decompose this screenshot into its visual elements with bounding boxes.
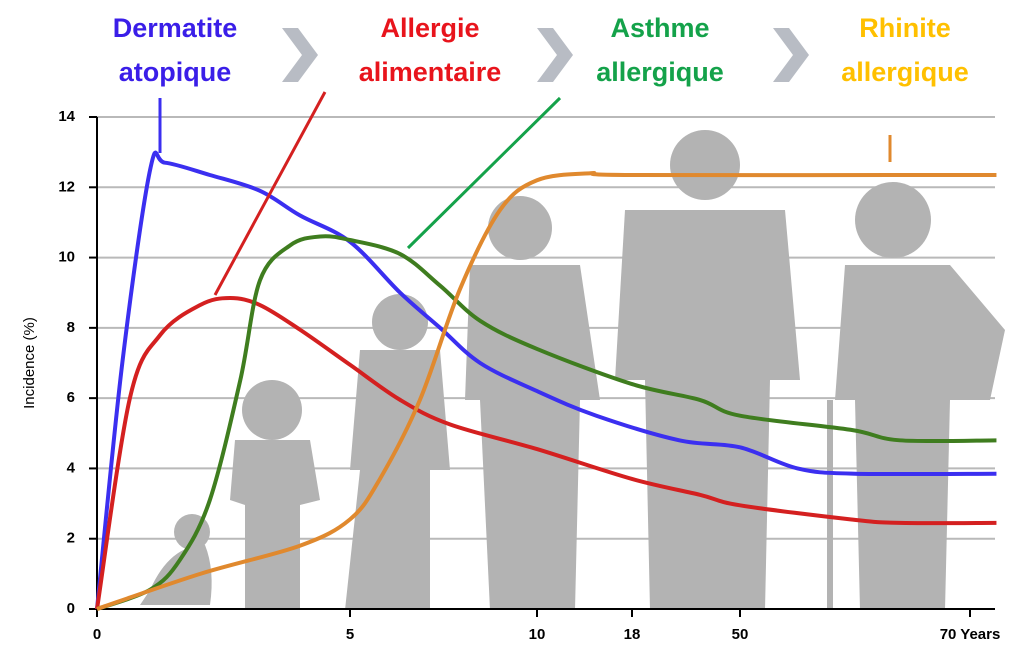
series-label: Allergie: [380, 13, 479, 43]
y-tick-label: 6: [67, 389, 75, 406]
series-label: atopique: [119, 57, 232, 87]
y-tick-label: 10: [58, 249, 75, 266]
x-tick-label: 10: [529, 626, 546, 643]
y-tick-label: 12: [58, 178, 75, 195]
x-tick-label: 50: [732, 626, 749, 643]
chart: Incidence (%) 0 2 4 6 8 10 12 14 0 5 10 18 50 70 Year…: [0, 0, 1012, 646]
x-tick-label: 5: [346, 626, 354, 643]
y-tick-label: 4: [67, 459, 76, 476]
series-label: Asthme: [610, 13, 709, 43]
series-label: Dermatite: [113, 13, 238, 43]
y-tick-label: 8: [67, 319, 75, 336]
y-tick-label: 14: [58, 108, 75, 125]
series-label: allergique: [596, 57, 724, 87]
series-label: allergique: [841, 57, 969, 87]
y-axis-label: Incidence (%): [21, 317, 38, 409]
page: {"chart_data": {"type": "line", "y_label…: [0, 0, 1012, 646]
x-tick-label: 70 Years: [940, 626, 1001, 643]
y-tick-label: 0: [67, 600, 75, 617]
series-label: alimentaire: [359, 57, 502, 87]
x-tick-label: 18: [624, 626, 641, 643]
y-tick-label: 2: [67, 530, 75, 547]
x-tick-label: 0: [93, 626, 101, 643]
series-label: Rhinite: [859, 13, 951, 43]
silhouettes: [140, 130, 1005, 610]
